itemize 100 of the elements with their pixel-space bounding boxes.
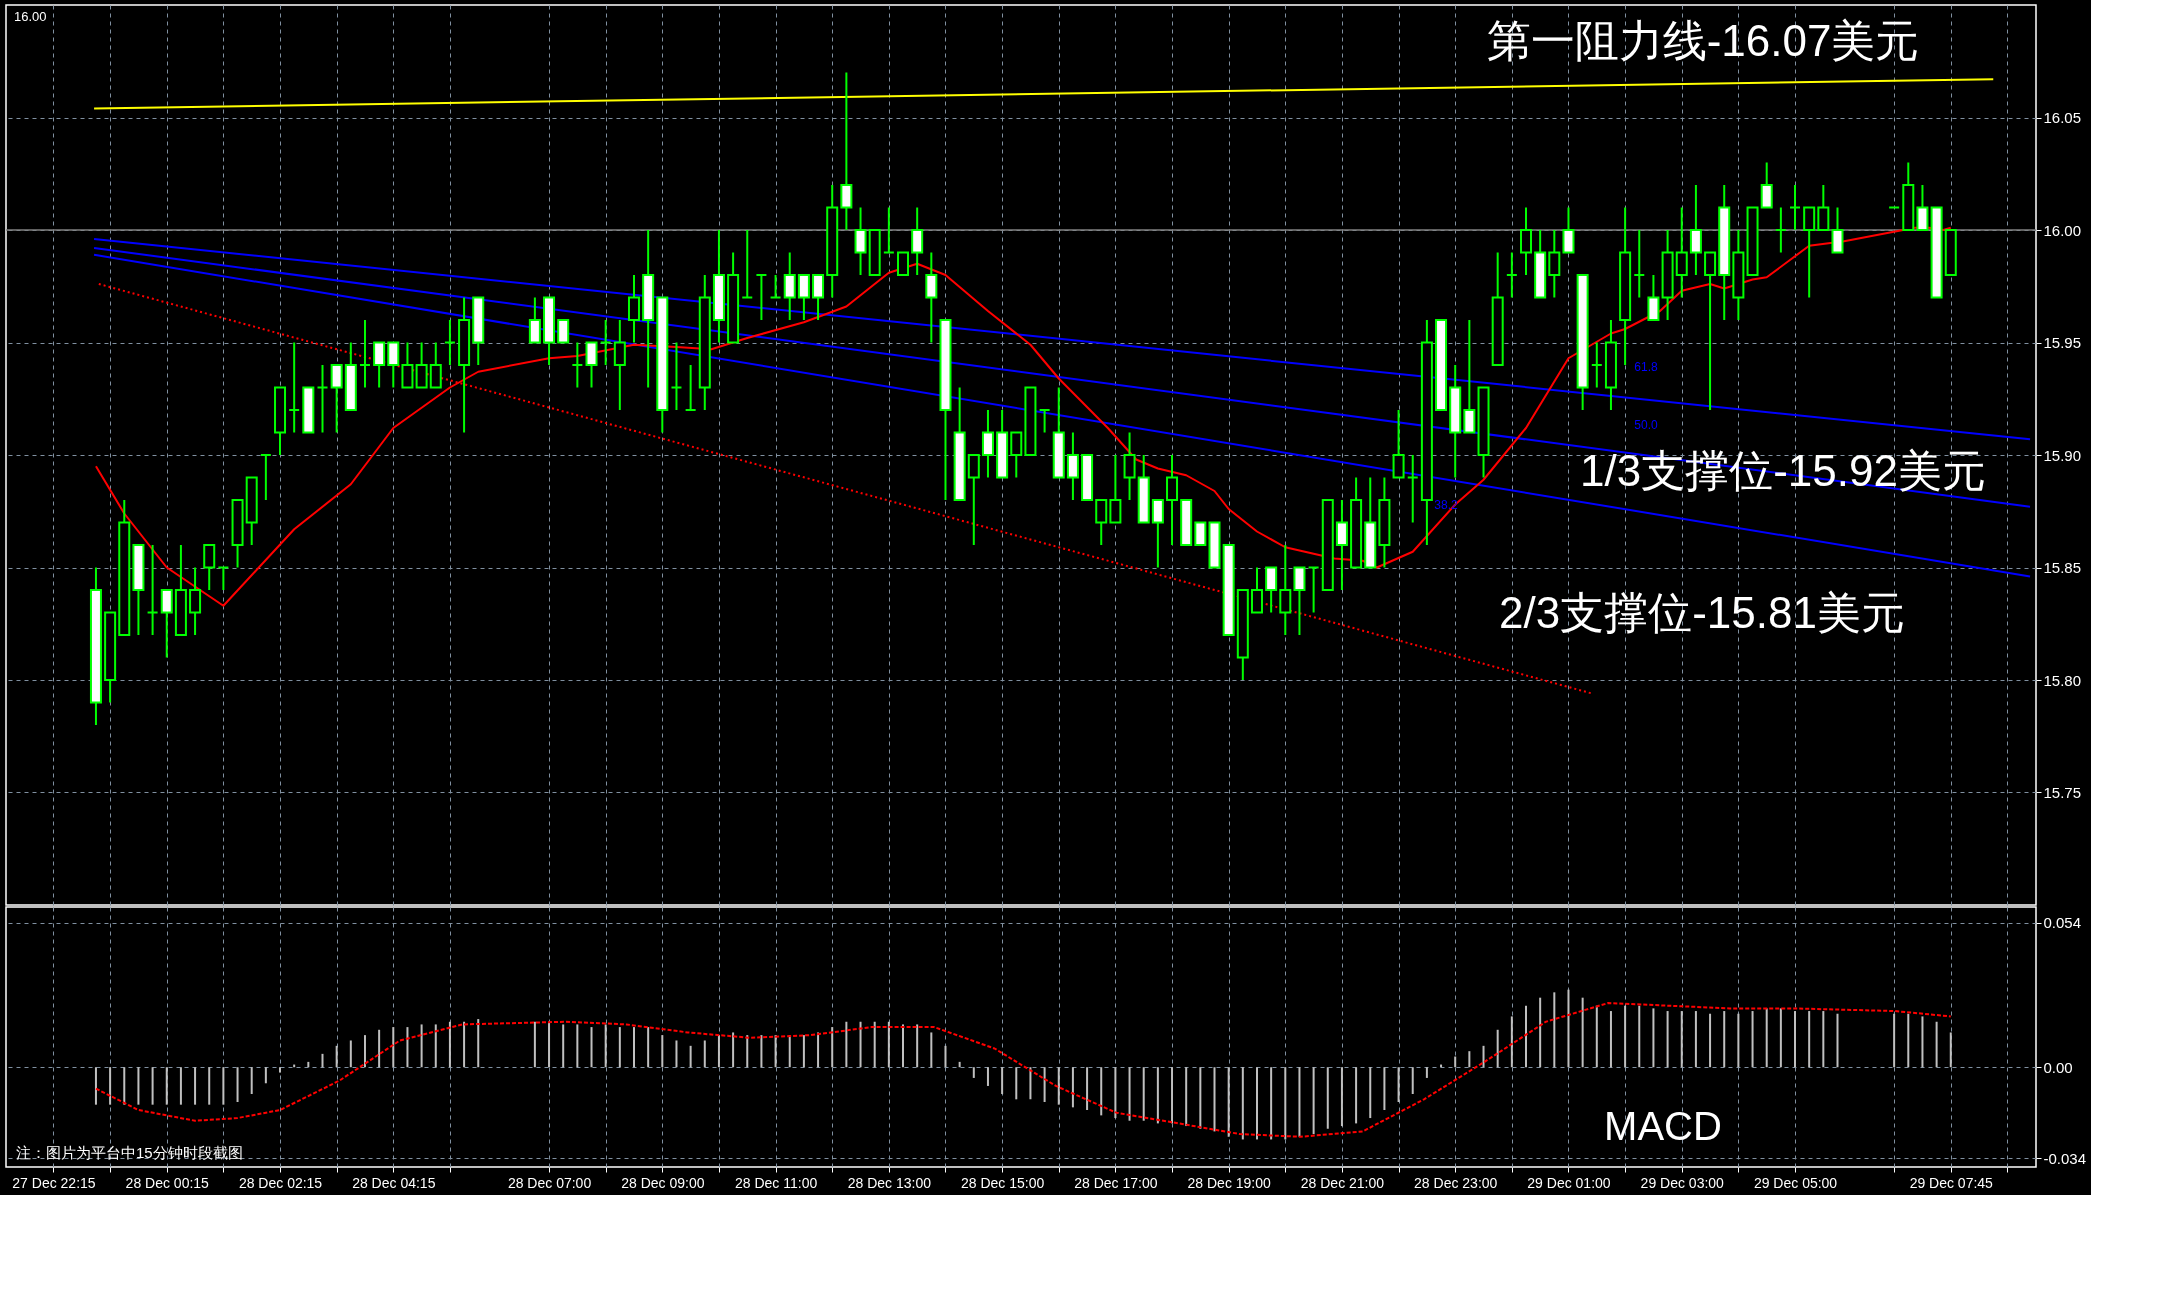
x-tick-label: 28 Dec 13:00 bbox=[847, 1174, 932, 1191]
bar bbox=[1779, 1008, 1782, 1068]
annotation: 2/3支撑位-15.81美元 bbox=[1499, 588, 1905, 637]
y-tick-label: 16.00 bbox=[2043, 221, 2082, 239]
bar bbox=[1496, 1029, 1499, 1068]
candlestick bbox=[1817, 184, 1830, 231]
bar bbox=[703, 1040, 706, 1068]
candlestick bbox=[1548, 229, 1561, 299]
x-tick-label: 28 Dec 00:15 bbox=[125, 1174, 210, 1191]
candlestick bbox=[1279, 544, 1292, 636]
bar bbox=[1241, 1067, 1244, 1140]
bar bbox=[1142, 1067, 1145, 1121]
candlestick bbox=[1392, 409, 1405, 479]
annotation: 61.8 bbox=[1634, 360, 1658, 374]
bar bbox=[1822, 1011, 1825, 1068]
bar bbox=[675, 1040, 678, 1068]
bar bbox=[774, 1035, 777, 1068]
bar bbox=[1255, 1067, 1258, 1140]
bar bbox=[1326, 1067, 1329, 1129]
bar bbox=[1567, 989, 1570, 1068]
candlestick bbox=[1307, 566, 1320, 614]
candlestick bbox=[1831, 206, 1844, 254]
bar bbox=[1383, 1067, 1386, 1111]
bar bbox=[916, 1024, 919, 1068]
candlestick bbox=[741, 229, 754, 299]
annotation: 注：图片为平台中15分钟时段截图 bbox=[16, 1144, 243, 1161]
y-tick-label: 15.75 bbox=[2043, 784, 2082, 801]
candlestick bbox=[557, 319, 570, 344]
bar bbox=[1227, 1067, 1230, 1137]
bar bbox=[873, 1021, 876, 1068]
x-tick-label: 27 Dec 22:15 bbox=[12, 1174, 96, 1191]
bar bbox=[1709, 1013, 1712, 1068]
x-tick-label: 28 Dec 11:00 bbox=[734, 1174, 818, 1191]
candlestick bbox=[797, 274, 810, 321]
candlestick bbox=[1095, 499, 1108, 546]
candlestick bbox=[812, 274, 825, 321]
bar bbox=[1312, 1067, 1315, 1135]
bar bbox=[1100, 1067, 1103, 1116]
y-tick-label: 0.00 bbox=[2043, 1058, 2073, 1076]
candlestick bbox=[1151, 499, 1164, 569]
bar bbox=[1015, 1067, 1018, 1100]
bar bbox=[958, 1061, 961, 1068]
bar bbox=[1171, 1067, 1174, 1124]
bar bbox=[859, 1021, 862, 1068]
bar bbox=[647, 1027, 650, 1068]
candlestick bbox=[585, 341, 598, 389]
candlestick bbox=[1590, 341, 1603, 389]
bar bbox=[533, 1021, 536, 1068]
candlestick bbox=[528, 296, 541, 344]
bar bbox=[1468, 1051, 1471, 1068]
bar bbox=[1411, 1067, 1414, 1094]
x-tick-label: 29 Dec 05:00 bbox=[1753, 1174, 1838, 1191]
bar bbox=[1765, 1008, 1768, 1068]
candlestick bbox=[684, 364, 697, 411]
bar bbox=[1581, 997, 1584, 1068]
bar bbox=[1369, 1067, 1372, 1119]
x-tick-label: 28 Dec 19:00 bbox=[1187, 1174, 1272, 1191]
candlestick bbox=[1109, 454, 1122, 524]
x-tick-label: 28 Dec 21:00 bbox=[1300, 1174, 1385, 1191]
bar bbox=[1199, 1067, 1202, 1129]
bar bbox=[817, 1032, 820, 1068]
x-tick-label: 28 Dec 17:00 bbox=[1074, 1174, 1158, 1191]
candlestick bbox=[1066, 431, 1079, 501]
y-tick-label: 15.95 bbox=[2043, 334, 2082, 351]
candlestick bbox=[1562, 206, 1575, 254]
bar bbox=[732, 1032, 735, 1068]
x-tick-label: 29 Dec 03:00 bbox=[1640, 1174, 1725, 1191]
candlestick bbox=[1647, 274, 1660, 321]
candlestick bbox=[1250, 566, 1263, 614]
bar bbox=[1454, 1056, 1457, 1068]
candlestick bbox=[1520, 206, 1532, 276]
y-tick-label: 0.054 bbox=[2043, 914, 2082, 932]
x-tick-label: 28 Dec 07:00 bbox=[507, 1174, 592, 1191]
bar bbox=[562, 1024, 565, 1068]
bar bbox=[618, 1027, 621, 1068]
bar bbox=[1086, 1067, 1089, 1111]
annotation: 50.0 bbox=[1634, 418, 1658, 432]
x-tick-label: 28 Dec 02:15 bbox=[238, 1174, 323, 1191]
annotation: MACD bbox=[1604, 1104, 1722, 1148]
bar bbox=[845, 1021, 848, 1068]
candlestick bbox=[1689, 184, 1702, 276]
bar bbox=[1213, 1067, 1216, 1132]
candlestick bbox=[1335, 499, 1348, 591]
candlestick bbox=[1505, 251, 1518, 299]
candlestick bbox=[613, 319, 626, 411]
bar bbox=[1001, 1067, 1004, 1094]
candlestick bbox=[911, 206, 924, 276]
candlestick bbox=[1194, 521, 1207, 546]
candlestick bbox=[1010, 431, 1023, 479]
bar bbox=[1298, 1067, 1301, 1137]
bar bbox=[944, 1045, 947, 1068]
candlestick bbox=[1633, 229, 1646, 299]
candlestick bbox=[854, 206, 867, 276]
bar bbox=[1482, 1045, 1485, 1068]
bar bbox=[717, 1035, 720, 1068]
candlestick bbox=[840, 71, 853, 231]
bar bbox=[887, 1021, 890, 1068]
bar bbox=[1114, 1067, 1117, 1119]
bar bbox=[1425, 1067, 1428, 1078]
bar bbox=[1652, 1008, 1655, 1068]
